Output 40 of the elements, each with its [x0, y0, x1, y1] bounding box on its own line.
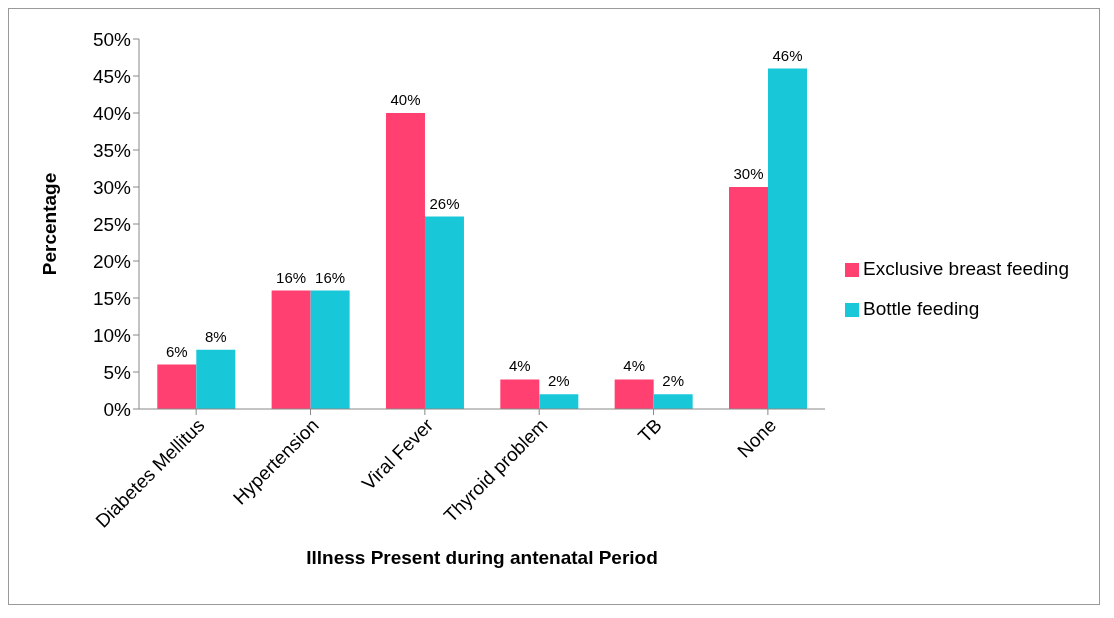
data-label: 4% — [508, 357, 531, 375]
x-tick-label: TB — [633, 414, 666, 447]
data-label: 8% — [204, 327, 227, 345]
data-label: 2% — [662, 372, 684, 390]
y-axis-title: Percentage — [38, 172, 60, 276]
data-label: 26% — [429, 194, 460, 212]
data-label: 40% — [390, 91, 421, 108]
y-tick-label: 15% — [92, 287, 132, 309]
bar — [385, 113, 425, 409]
y-tick-label: 5% — [103, 361, 132, 383]
bar — [500, 379, 540, 409]
bar — [729, 187, 768, 409]
y-tick-label: 25% — [92, 213, 132, 235]
bar — [271, 290, 311, 409]
bar — [539, 394, 579, 409]
bar — [196, 349, 236, 409]
data-label: 2% — [547, 372, 570, 390]
bar — [157, 364, 197, 409]
y-tick-label: 30% — [92, 176, 132, 198]
x-axis-title: Illness Present during antenatal Period — [306, 547, 658, 568]
data-label: 16% — [276, 268, 307, 286]
y-tick-label: 10% — [92, 324, 132, 346]
y-tick-label: 50% — [92, 28, 132, 50]
y-tick-label: 0% — [103, 398, 132, 420]
data-label: 6% — [165, 342, 188, 360]
data-label: 30% — [733, 165, 764, 182]
y-tick-label: 45% — [92, 65, 132, 87]
legend-label: Exclusive breast feeding — [863, 258, 1069, 279]
bar — [653, 394, 693, 409]
legend-label: Bottle feeding — [863, 298, 980, 319]
bar — [768, 68, 807, 409]
y-tick-label: 35% — [92, 139, 132, 161]
bar — [424, 216, 464, 409]
data-label: 16% — [315, 268, 346, 286]
bar — [310, 290, 350, 409]
data-label: 4% — [623, 357, 645, 375]
bar — [614, 379, 654, 409]
data-label: 46% — [772, 46, 803, 64]
y-tick-label: 20% — [92, 250, 132, 272]
y-tick-label: 40% — [92, 102, 132, 124]
